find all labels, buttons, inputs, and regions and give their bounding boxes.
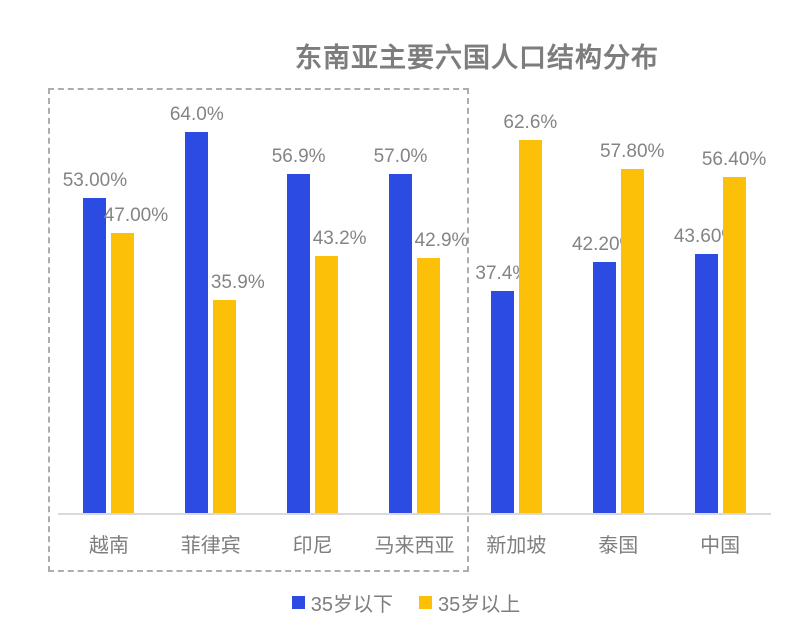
legend-item-over35[interactable]: 35岁以上	[419, 588, 520, 617]
bar-under35: 43.60%	[674, 226, 738, 514]
bar-value-label: 56.40%	[701, 149, 767, 170]
bar-value-label: 43.60%	[673, 226, 739, 247]
bar-value-label: 37.4%	[475, 263, 530, 284]
legend-swatch-icon	[419, 596, 432, 609]
bar-over35: 42.9%	[415, 230, 468, 514]
bar-over35: 56.40%	[702, 149, 766, 514]
bar-value-label: 64.0%	[169, 104, 224, 125]
bar-value-label: 47.00%	[103, 205, 169, 226]
bar-group: 64.0% 35.9%	[160, 100, 265, 514]
bar-under35: 64.0%	[170, 104, 224, 514]
bar-over35: 47.00%	[104, 205, 168, 514]
bar-value-label: 57.80%	[599, 141, 665, 162]
bar-value-label: 42.9%	[414, 230, 469, 251]
category-label: 菲律宾	[180, 535, 241, 557]
bar-over35: 57.80%	[600, 141, 664, 514]
legend-item-under35[interactable]: 35岁以下	[291, 588, 393, 617]
x-axis-line	[58, 513, 771, 515]
bar-under35: 42.20%	[572, 234, 636, 514]
chart-title: 东南亚主要六国人口结构分布	[295, 43, 659, 73]
legend-label: 35岁以下	[310, 594, 393, 616]
bar-value-label: 56.9%	[271, 146, 326, 167]
category-label: 中国	[700, 535, 741, 557]
highlight-box	[48, 88, 469, 572]
bar-under35: 53.00%	[63, 170, 127, 514]
bar-over35: 62.6%	[503, 112, 557, 514]
legend-swatch-icon	[291, 596, 305, 609]
bar-value-label: 57.0%	[373, 146, 428, 167]
category-label: 马来西亚	[374, 535, 455, 557]
bar-over35: 43.2%	[313, 228, 367, 514]
category-label: 越南	[88, 535, 129, 557]
category-label: 新加坡	[486, 535, 547, 557]
bar-value-label: 53.00%	[62, 170, 128, 191]
bar-group: 57.0% 42.9%	[364, 100, 468, 514]
bar-under35: 57.0%	[374, 146, 427, 514]
category-label: 印尼	[292, 535, 333, 557]
category-label: 泰国	[598, 535, 639, 557]
legend: 35岁以下 35岁以上	[0, 588, 812, 617]
bar-group: 37.4% 62.6%	[465, 100, 567, 514]
bar-under35: 37.4%	[475, 263, 529, 514]
plot-area: 53.00% 47.00% 64.0% 35.9% 56.9% 43.2% 57.0% 42.…	[58, 100, 771, 514]
bar-group: 42.20% 57.80%	[567, 100, 669, 514]
bar-value-label: 42.20%	[571, 234, 637, 255]
bar-group: 53.00% 47.00%	[58, 100, 168, 514]
bar-under35: 56.9%	[272, 146, 326, 514]
category-axis: 越南 菲律宾 印尼 马来西亚 新加坡 泰国 中国	[58, 514, 771, 558]
bar-value-label: 35.9%	[210, 272, 265, 293]
bar-group: 56.9% 43.2%	[262, 100, 367, 514]
bar-value-label: 62.6%	[503, 112, 558, 133]
bar-value-label: 43.2%	[312, 228, 367, 249]
bar-group: 43.60% 56.40%	[669, 100, 771, 514]
bar-over35: 35.9%	[211, 272, 265, 514]
legend-label: 35岁以上	[438, 594, 521, 616]
